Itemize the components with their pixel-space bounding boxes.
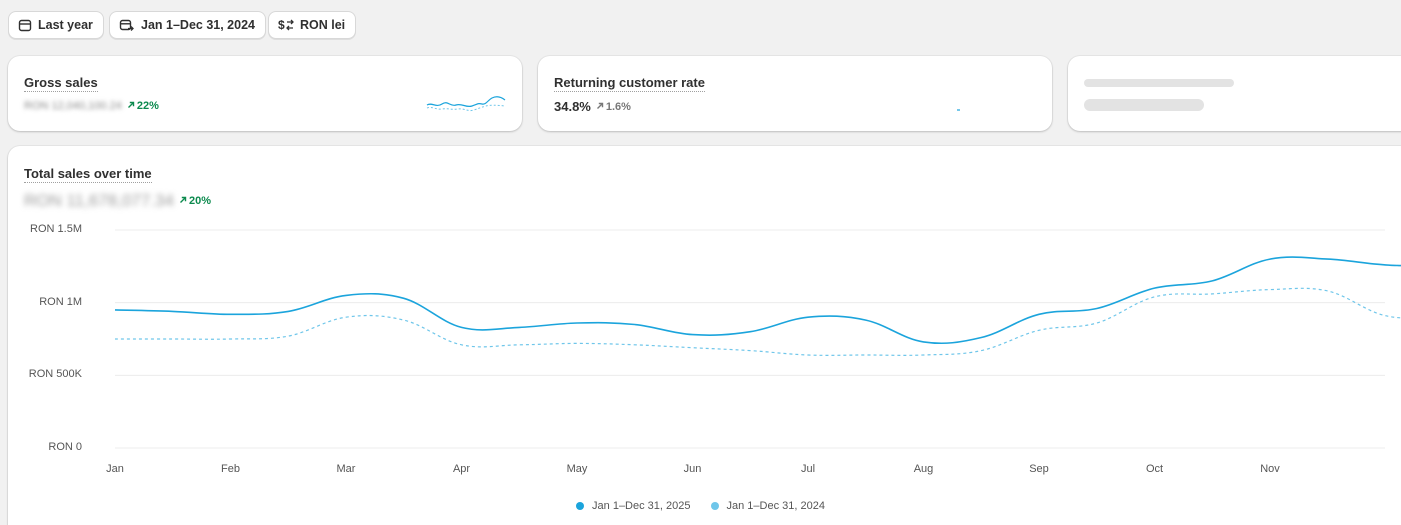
legend-dot-current bbox=[576, 502, 585, 510]
gross-sales-value: RON 12,040,100.24 bbox=[24, 100, 122, 112]
x-tick-label: Apr bbox=[452, 463, 471, 475]
x-tick-label: May bbox=[566, 463, 588, 475]
svg-text:$: $ bbox=[278, 18, 285, 32]
gross-sales-sparkline bbox=[426, 96, 506, 112]
skeleton-value bbox=[1084, 99, 1204, 111]
total-sales-chart-card: Total sales over time RON 11,678,077.34 … bbox=[8, 146, 1401, 525]
arrow-up-right-icon bbox=[179, 195, 187, 207]
returning-customer-rate-value: 34.8% bbox=[554, 99, 591, 114]
chart-legend: Jan 1–Dec 31, 2025 Jan 1–Dec 31, 2024 bbox=[0, 500, 1401, 512]
y-tick-label: RON 0 bbox=[48, 441, 82, 453]
legend-item-current[interactable]: Jan 1–Dec 31, 2025 bbox=[576, 500, 691, 512]
x-tick-label: Jan bbox=[106, 463, 124, 475]
currency-exchange-icon: $ bbox=[278, 18, 294, 32]
legend-item-comparison[interactable]: Jan 1–Dec 31, 2024 bbox=[710, 500, 825, 512]
legend-label-comparison: Jan 1–Dec 31, 2024 bbox=[726, 500, 825, 512]
y-tick-label: RON 1.5M bbox=[30, 223, 82, 235]
returning-customer-rate-delta: 1.6% bbox=[596, 101, 631, 113]
y-tick-label: RON 500K bbox=[28, 368, 82, 381]
x-tick-label: Nov bbox=[1260, 463, 1280, 475]
returning-customer-rate-card[interactable]: Returning customer rate 34.8% 1.6% bbox=[538, 56, 1052, 131]
x-tick-label: Jun bbox=[683, 463, 702, 475]
x-tick-label: Jul bbox=[800, 463, 816, 475]
calendar-compare-icon bbox=[119, 18, 135, 32]
date-range-label: Jan 1–Dec 31, 2024 bbox=[141, 18, 255, 32]
returning-customer-rate-sparkline bbox=[957, 109, 960, 111]
total-sales-title[interactable]: Total sales over time bbox=[24, 166, 152, 183]
arrow-up-right-icon bbox=[596, 101, 604, 113]
legend-label-current: Jan 1–Dec 31, 2025 bbox=[592, 500, 691, 512]
total-sales-value: RON 11,678,077.34 bbox=[24, 191, 174, 210]
x-tick-label: Mar bbox=[336, 463, 356, 475]
arrow-up-right-icon bbox=[127, 100, 135, 112]
legend-dot-comparison bbox=[710, 502, 719, 510]
loading-card bbox=[1068, 56, 1401, 131]
period-filter-label: Last year bbox=[38, 18, 93, 32]
currency-label: RON lei bbox=[300, 18, 346, 32]
x-tick-label: Oct bbox=[1145, 463, 1164, 475]
skeleton-title bbox=[1084, 79, 1234, 87]
calendar-icon bbox=[18, 18, 32, 32]
total-sales-delta: 20% bbox=[179, 195, 211, 207]
x-tick-label: Sep bbox=[1029, 463, 1049, 475]
gross-sales-title[interactable]: Gross sales bbox=[24, 75, 98, 92]
period-filter-button[interactable]: Last year bbox=[8, 11, 104, 39]
currency-button[interactable]: $ RON lei bbox=[268, 11, 357, 39]
gross-sales-card[interactable]: Gross sales RON 12,040,100.24 22% bbox=[8, 56, 522, 131]
gross-sales-delta: 22% bbox=[127, 100, 159, 112]
date-range-compare-button[interactable]: Jan 1–Dec 31, 2024 bbox=[109, 11, 266, 39]
y-tick-label: RON 1M bbox=[39, 295, 82, 308]
x-tick-label: Aug bbox=[913, 463, 934, 475]
x-tick-label: Feb bbox=[221, 463, 240, 475]
returning-customer-rate-title[interactable]: Returning customer rate bbox=[554, 75, 705, 92]
